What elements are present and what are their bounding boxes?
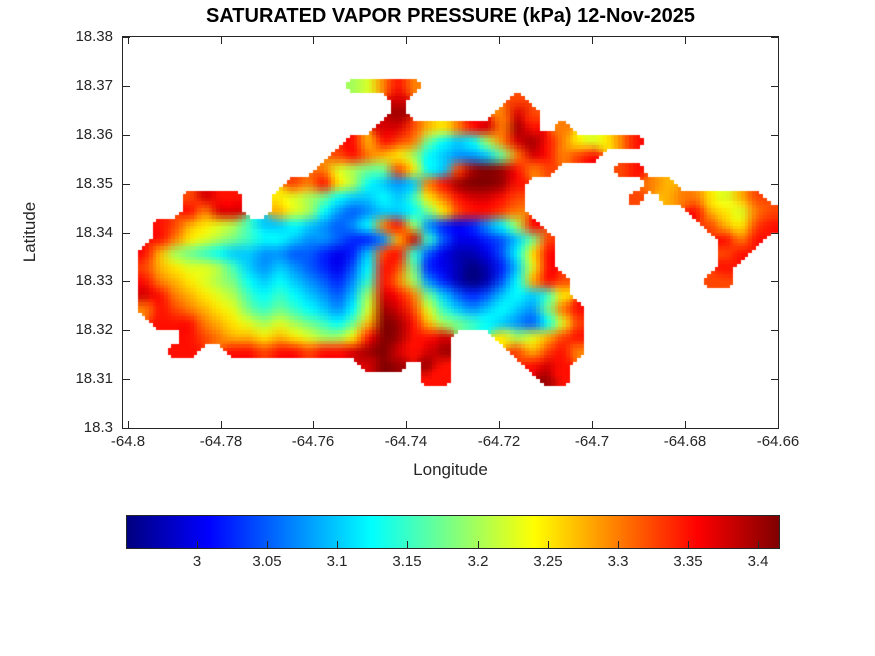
- axis-tick-mark: [123, 330, 130, 331]
- axis-tick-mark: [313, 37, 314, 44]
- x-tick-label: -64.8: [110, 433, 146, 450]
- y-tick-label: 18.38: [75, 28, 113, 45]
- axis-tick-mark: [123, 428, 130, 429]
- axis-tick-mark: [123, 281, 130, 282]
- x-tick-label: -64.68: [663, 433, 707, 450]
- axis-tick-mark: [221, 421, 222, 428]
- colorbar-tick-label: 3.2: [467, 553, 489, 570]
- y-tick-label: 18.36: [75, 126, 113, 143]
- axis-tick-mark: [313, 421, 314, 428]
- x-tick-label: -64.76: [291, 433, 335, 450]
- axis-tick-mark: [123, 135, 130, 136]
- colorbar-tick-mark: [478, 541, 479, 548]
- axis-tick-mark: [685, 421, 686, 428]
- y-tick-label: 18.3: [83, 419, 113, 436]
- axis-tick-mark: [499, 421, 500, 428]
- x-tick-label: -64.7: [574, 433, 610, 450]
- colorbar-tick-mark: [337, 541, 338, 548]
- axis-tick-mark: [685, 37, 686, 44]
- island-heatmap: [123, 37, 778, 428]
- colorbar-tick-mark: [688, 541, 689, 548]
- axis-tick-mark: [406, 37, 407, 44]
- y-tick-label: 18.37: [75, 77, 113, 94]
- x-tick-label: -64.78: [199, 433, 243, 450]
- y-tick-label: 18.34: [75, 224, 113, 241]
- axis-tick-mark: [406, 421, 407, 428]
- colorbar-tick-label: 3.25: [533, 553, 563, 570]
- axis-tick-mark: [771, 135, 778, 136]
- colorbar-tick-label: 3: [192, 553, 202, 570]
- colorbar-tick-label: 3.4: [747, 553, 769, 570]
- axis-tick-mark: [123, 233, 130, 234]
- axis-tick-mark: [771, 37, 778, 38]
- colorbar-tick-mark: [197, 541, 198, 548]
- x-tick-label: -64.72: [477, 433, 521, 450]
- axis-tick-mark: [128, 37, 129, 44]
- colorbar-tick-label: 3.1: [326, 553, 348, 570]
- colorbar-tick-label: 3.35: [673, 553, 703, 570]
- y-tick-label: 18.31: [75, 370, 113, 387]
- axis-tick-mark: [123, 184, 130, 185]
- axis-tick-mark: [771, 233, 778, 234]
- y-tick-label: 18.33: [75, 272, 113, 289]
- axis-tick-mark: [771, 184, 778, 185]
- colorbar-tick-mark: [758, 541, 759, 548]
- axis-tick-mark: [771, 281, 778, 282]
- axis-tick-mark: [771, 330, 778, 331]
- y-tick-label: 18.32: [75, 321, 113, 338]
- axis-tick-mark: [592, 37, 593, 44]
- colorbar-tick-mark: [548, 541, 549, 548]
- colorbar-tick-label: 3.05: [252, 553, 282, 570]
- plot-axes: [122, 36, 779, 429]
- axis-tick-mark: [128, 421, 129, 428]
- colorbar-tick-mark: [618, 541, 619, 548]
- y-tick-label: 18.35: [75, 175, 113, 192]
- axis-tick-mark: [771, 379, 778, 380]
- axis-tick-mark: [499, 37, 500, 44]
- colorbar: [126, 515, 780, 549]
- axis-tick-mark: [771, 428, 778, 429]
- axis-tick-mark: [592, 421, 593, 428]
- x-tick-label: -64.66: [756, 433, 800, 450]
- colorbar-tick-mark: [267, 541, 268, 548]
- axis-tick-mark: [778, 37, 779, 44]
- x-axis-label: Longitude: [413, 460, 488, 479]
- axis-tick-mark: [778, 421, 779, 428]
- axis-tick-mark: [123, 379, 130, 380]
- axis-tick-mark: [123, 86, 130, 87]
- axis-tick-mark: [771, 86, 778, 87]
- colorbar-tick-label: 3.15: [392, 553, 422, 570]
- axis-tick-mark: [123, 37, 130, 38]
- colorbar-tick-mark: [407, 541, 408, 548]
- colorbar-tick-label: 3.3: [607, 553, 629, 570]
- chart-title: SATURATED VAPOR PRESSURE (kPa) 12-Nov-20…: [205, 5, 695, 27]
- x-tick-label: -64.74: [384, 433, 428, 450]
- axis-tick-mark: [221, 37, 222, 44]
